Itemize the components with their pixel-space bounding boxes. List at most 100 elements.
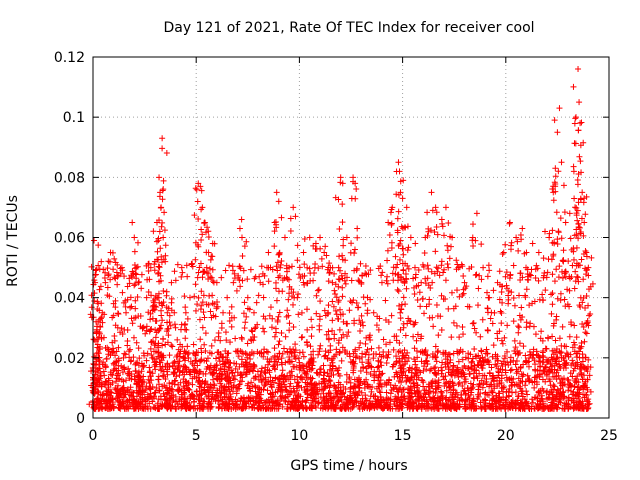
roti-point <box>191 293 198 300</box>
roti-point <box>386 339 393 346</box>
roti-point <box>429 314 436 321</box>
roti-point <box>254 390 261 397</box>
roti-point <box>583 330 590 337</box>
roti-point <box>272 325 279 332</box>
roti-point <box>550 382 557 389</box>
roti-point <box>95 262 102 269</box>
roti-point <box>138 285 145 292</box>
roti-point <box>489 373 496 380</box>
roti-point <box>402 352 409 359</box>
roti-point <box>350 350 357 357</box>
roti-point <box>480 264 487 271</box>
roti-point <box>457 346 464 353</box>
roti-point <box>127 358 134 365</box>
roti-point <box>175 346 182 353</box>
roti-point <box>430 388 437 395</box>
roti-point <box>310 277 317 284</box>
roti-point <box>250 361 257 368</box>
roti-point <box>291 363 298 370</box>
roti-point <box>318 380 325 387</box>
roti-point <box>507 358 514 365</box>
roti-point <box>565 387 572 394</box>
roti-point <box>311 264 318 271</box>
roti-point <box>346 307 353 314</box>
roti-point <box>260 375 267 382</box>
roti-point <box>412 366 419 373</box>
roti-point <box>336 253 343 260</box>
roti-point <box>546 234 553 241</box>
roti-point <box>288 350 295 357</box>
roti-point <box>322 383 329 390</box>
roti-point <box>274 259 281 266</box>
roti-point <box>190 395 197 402</box>
roti-point <box>284 268 291 275</box>
roti-point <box>342 270 349 277</box>
roti-point <box>367 296 374 303</box>
roti-point <box>176 372 183 379</box>
roti-point <box>171 309 178 316</box>
roti-point <box>91 277 98 284</box>
roti-point <box>119 369 126 376</box>
roti-point <box>234 386 241 393</box>
roti-point <box>232 335 239 342</box>
roti-point <box>163 304 170 311</box>
roti-point <box>469 384 476 391</box>
roti-point <box>205 275 212 282</box>
roti-point <box>275 313 282 320</box>
roti-point <box>311 380 318 387</box>
roti-point <box>283 313 290 320</box>
roti-point <box>333 346 340 353</box>
roti-point <box>276 309 283 316</box>
roti-point <box>213 362 220 369</box>
roti-point <box>383 359 390 366</box>
roti-point <box>102 361 109 368</box>
roti-point <box>135 345 142 352</box>
roti-point <box>460 272 467 279</box>
roti-point <box>312 240 319 247</box>
roti-point <box>148 325 155 332</box>
roti-point <box>374 364 381 371</box>
roti-point <box>320 362 327 369</box>
roti-point <box>202 348 209 355</box>
roti-point <box>107 352 114 359</box>
roti-point <box>130 334 137 341</box>
roti-point <box>295 355 302 362</box>
roti-point <box>128 303 135 310</box>
roti-point <box>301 235 308 242</box>
roti-point <box>367 267 374 274</box>
roti-point <box>148 352 155 359</box>
roti-point <box>329 298 336 305</box>
roti-point <box>537 363 544 370</box>
roti-point <box>290 346 297 353</box>
roti-point <box>167 395 174 402</box>
roti-point <box>362 262 369 269</box>
roti-point <box>367 404 374 411</box>
roti-point <box>399 245 406 252</box>
roti-point <box>110 300 117 307</box>
roti-point <box>189 375 196 382</box>
roti-point <box>516 340 523 347</box>
roti-point <box>272 398 279 405</box>
roti-point <box>250 309 257 316</box>
roti-point <box>454 394 461 401</box>
roti-point <box>428 268 435 275</box>
roti-point <box>91 353 98 360</box>
roti-point <box>196 316 203 323</box>
roti-point <box>548 291 555 298</box>
roti-point <box>343 396 350 403</box>
roti-point <box>571 285 578 292</box>
roti-point <box>355 304 362 311</box>
roti-point <box>523 319 530 326</box>
roti-point <box>364 307 371 314</box>
roti-point <box>294 379 301 386</box>
roti-point <box>172 377 179 384</box>
roti-point <box>147 345 154 352</box>
roti-point <box>354 391 361 398</box>
roti-point <box>155 376 162 383</box>
roti-point <box>126 280 133 287</box>
roti-point <box>556 263 563 270</box>
roti-point <box>229 263 236 270</box>
roti-point <box>215 330 222 337</box>
roti-point <box>326 260 333 267</box>
roti-point <box>317 394 324 401</box>
